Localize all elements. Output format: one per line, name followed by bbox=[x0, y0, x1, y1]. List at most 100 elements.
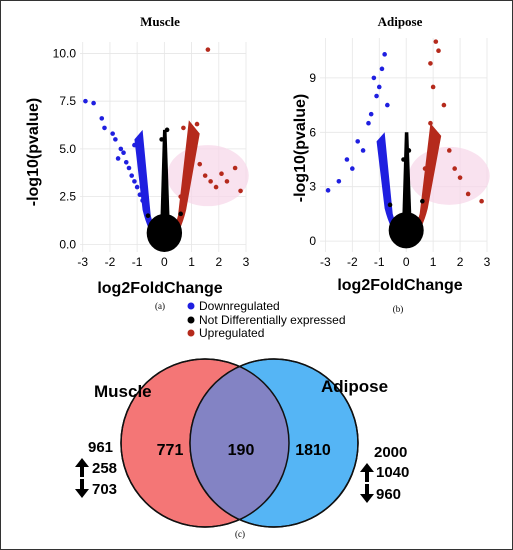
point-downregulated bbox=[376, 84, 382, 90]
legend-marker-upregulated bbox=[187, 329, 195, 337]
y-tick-label: 0 bbox=[309, 234, 316, 248]
point-upregulated bbox=[428, 120, 433, 126]
point-downregulated bbox=[115, 156, 121, 161]
point-upregulated bbox=[479, 198, 484, 204]
legend-marker-not-de bbox=[187, 316, 195, 324]
upregulated-density bbox=[169, 120, 200, 245]
point-downregulated bbox=[113, 137, 118, 142]
chart-title: Muscle bbox=[140, 14, 180, 29]
point-downregulated bbox=[366, 120, 371, 126]
point-not-de bbox=[172, 224, 178, 230]
x-tick-label: -1 bbox=[132, 255, 143, 269]
point-not-de bbox=[167, 234, 173, 240]
point-downregulated bbox=[140, 198, 145, 203]
point-downregulated bbox=[360, 148, 366, 153]
panel-muscle-volcano: Muscle -3 -2 -1 0 1 2 3 0.0 2.5 5.0 7.5 10.0 log2Fo… bbox=[25, 14, 250, 311]
point-not-de bbox=[401, 157, 406, 162]
point-upregulated bbox=[422, 166, 428, 171]
point-not-de bbox=[164, 127, 170, 133]
point-downregulated bbox=[132, 179, 137, 184]
point-not-de bbox=[162, 175, 167, 180]
y-axis-label: -log10(pvalue) bbox=[292, 94, 309, 202]
point-downregulated bbox=[118, 146, 124, 152]
y-tick-label: 6 bbox=[309, 125, 316, 139]
legend-label-not-de: Not Differentially expressed bbox=[199, 313, 346, 327]
chart-title: Adipose bbox=[378, 14, 423, 29]
muscle-down-count: 703 bbox=[92, 481, 117, 498]
x-tick-label: 2 bbox=[215, 255, 222, 269]
point-upregulated bbox=[232, 165, 238, 171]
legend-label-upregulated: Upregulated bbox=[199, 326, 264, 340]
point-upregulated bbox=[197, 161, 203, 167]
x-axis-label: log2FoldChange bbox=[97, 280, 222, 297]
point-upregulated bbox=[446, 148, 452, 153]
x-tick-label: 1 bbox=[188, 255, 195, 269]
venn-muscle-only-count: 771 bbox=[157, 442, 184, 459]
point-upregulated bbox=[208, 179, 213, 184]
point-upregulated bbox=[219, 171, 224, 177]
point-downregulated bbox=[121, 150, 126, 156]
upregulated-density bbox=[411, 123, 442, 242]
point-downregulated bbox=[350, 166, 355, 171]
y-tick-label: 7.5 bbox=[59, 94, 76, 108]
venn-outline-adipose bbox=[189, 358, 359, 528]
downregulated-density bbox=[134, 129, 159, 245]
x-tick-label: 0 bbox=[161, 255, 168, 269]
point-not-de bbox=[403, 237, 409, 242]
point-downregulated bbox=[382, 52, 387, 57]
point-upregulated bbox=[194, 121, 200, 127]
adipose-down-count: 960 bbox=[376, 486, 401, 503]
point-downregulated bbox=[137, 192, 143, 198]
y-tick-label: 3 bbox=[309, 180, 316, 194]
venn-set-label-muscle: Muscle bbox=[94, 382, 152, 401]
venn-outline-muscle bbox=[120, 358, 290, 528]
panel-venn: Muscle Adipose 771 190 1810 961 258 703 … bbox=[75, 358, 409, 539]
point-upregulated bbox=[191, 142, 197, 148]
point-downregulated bbox=[99, 116, 105, 121]
adipose-up-count: 1040 bbox=[376, 464, 409, 481]
point-upregulated bbox=[465, 191, 471, 197]
x-axis-label: log2FoldChange bbox=[337, 277, 462, 294]
plot-area-adipose: -3 -2 -1 0 1 2 3 0 3 6 9 bbox=[309, 38, 491, 269]
point-not-de bbox=[156, 236, 162, 241]
x-tick-label: 3 bbox=[243, 255, 250, 269]
point-downregulated bbox=[83, 98, 88, 104]
legend-label-downregulated: Downregulated bbox=[199, 299, 280, 313]
x-tick-label: 3 bbox=[484, 255, 491, 269]
upregulated-halo bbox=[408, 146, 490, 205]
y-tick-label: 10.0 bbox=[53, 46, 77, 60]
y-tick-label: 2.5 bbox=[59, 190, 76, 204]
point-upregulated bbox=[436, 48, 441, 53]
up-arrow-icon bbox=[360, 463, 374, 482]
point-downregulated bbox=[129, 173, 135, 178]
point-not-de bbox=[393, 220, 398, 226]
point-upregulated bbox=[430, 84, 436, 90]
point-not-de bbox=[162, 240, 167, 245]
legend-marker-downregulated bbox=[187, 302, 195, 310]
y-tick-label: 9 bbox=[309, 71, 316, 85]
point-upregulated bbox=[441, 102, 447, 108]
x-tick-label: -2 bbox=[347, 255, 358, 269]
point-downregulated bbox=[385, 102, 390, 108]
point-downregulated bbox=[102, 125, 107, 131]
point-downregulated bbox=[123, 159, 129, 165]
point-downregulated bbox=[355, 139, 361, 144]
panel-label: (a) bbox=[155, 301, 165, 311]
panel-label: (c) bbox=[235, 529, 245, 539]
point-downregulated bbox=[336, 178, 342, 184]
not-de-density bbox=[388, 212, 424, 249]
point-upregulated bbox=[224, 179, 230, 184]
point-not-de bbox=[420, 198, 425, 204]
venn-intersection-count: 190 bbox=[228, 442, 255, 459]
venn-intersection bbox=[189, 366, 290, 520]
up-arrow-icon bbox=[75, 458, 89, 477]
x-tick-label: 1 bbox=[430, 255, 437, 269]
down-arrow-icon bbox=[360, 484, 374, 503]
point-not-de bbox=[409, 229, 414, 235]
x-tick-label: -2 bbox=[105, 255, 116, 269]
muscle-up-count: 258 bbox=[92, 460, 117, 477]
point-downregulated bbox=[368, 111, 374, 117]
point-not-de bbox=[387, 202, 393, 208]
panel-adipose-volcano: Adipose -3 -2 -1 0 1 2 3 0 3 6 9 log2FoldChange -l… bbox=[292, 14, 491, 314]
